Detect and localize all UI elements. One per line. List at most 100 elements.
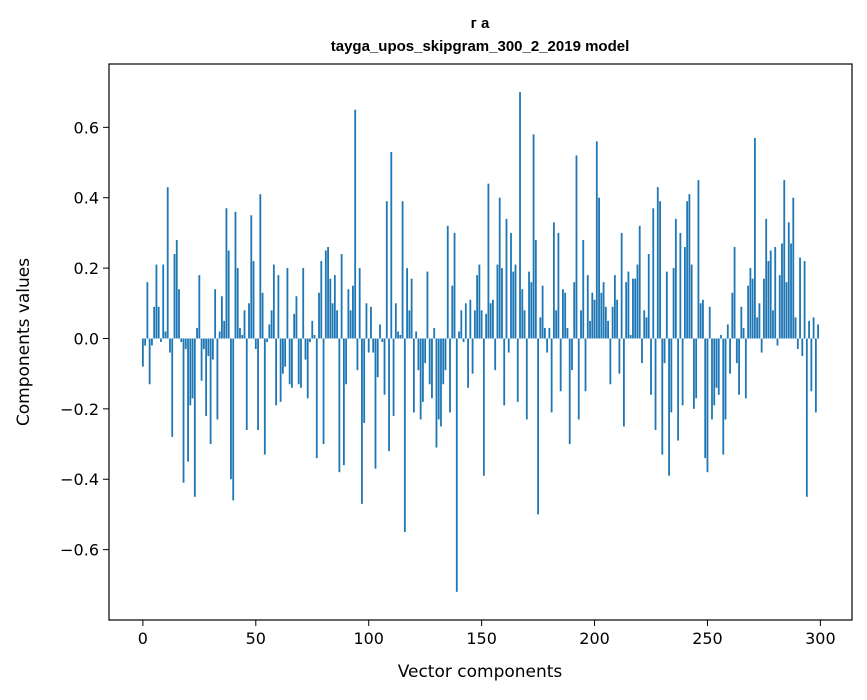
bar-component-25 <box>198 275 201 339</box>
chart-title-line-1: г а <box>471 15 490 32</box>
bar-component-61 <box>279 338 282 402</box>
bar-component-191 <box>573 282 576 339</box>
bar-component-216 <box>629 334 632 339</box>
bar-component-161 <box>505 218 508 339</box>
bar-component-285 <box>785 282 788 339</box>
bar-component-294 <box>805 338 808 497</box>
bar-component-148 <box>476 275 479 339</box>
bar-component-13 <box>171 338 174 438</box>
bar-component-121 <box>415 331 418 339</box>
bar-component-230 <box>661 338 664 455</box>
bar-component-99 <box>365 303 368 339</box>
bar-component-98 <box>363 338 366 423</box>
bar-component-223 <box>645 317 648 339</box>
bar-component-56 <box>268 324 271 339</box>
bar-component-72 <box>304 338 307 360</box>
bar-component-106 <box>381 338 384 342</box>
bar-component-213 <box>623 338 625 427</box>
x-tick-label: 300 <box>805 629 836 648</box>
bar-component-129 <box>433 327 436 339</box>
bar-component-238 <box>679 232 682 339</box>
bar-component-203 <box>600 292 603 339</box>
bar-component-62 <box>281 338 284 374</box>
bar-component-74 <box>309 338 311 342</box>
bar-component-289 <box>794 317 797 339</box>
bar-component-173 <box>532 134 535 339</box>
bar-component-193 <box>577 338 580 420</box>
bar-component-43 <box>239 327 241 339</box>
bar-component-37 <box>225 208 228 339</box>
bar-component-49 <box>252 261 255 339</box>
bar-component-202 <box>598 197 600 339</box>
y-axis-label: Components values <box>14 258 34 426</box>
bar-component-172 <box>530 282 533 339</box>
bar-component-209 <box>613 275 616 339</box>
bar-component-77 <box>315 338 318 459</box>
bar-component-90 <box>345 338 348 385</box>
bar-component-160 <box>503 338 506 406</box>
bar-component-48 <box>250 215 253 339</box>
bar-component-18 <box>182 338 185 483</box>
bar-component-5 <box>153 306 156 339</box>
bar-component-3 <box>148 338 151 385</box>
y-tick-label: 0.6 <box>74 118 99 137</box>
bar-component-92 <box>349 310 352 339</box>
bar-component-94 <box>354 109 357 339</box>
bar-component-149 <box>478 264 481 339</box>
bar-component-80 <box>322 338 325 445</box>
bar-component-82 <box>327 246 329 339</box>
bar-component-211 <box>618 338 621 374</box>
bar-component-295 <box>808 320 810 339</box>
bar-component-64 <box>286 268 289 339</box>
bar-component-139 <box>455 338 458 592</box>
bar-component-138 <box>453 232 456 339</box>
bar-component-30 <box>209 338 212 445</box>
bar-component-8 <box>160 338 162 342</box>
bar-component-240 <box>683 246 686 339</box>
bar-component-297 <box>812 317 815 339</box>
bar-component-144 <box>467 338 469 388</box>
bar-component-29 <box>207 338 210 357</box>
bar-component-247 <box>699 303 702 339</box>
bar-component-115 <box>401 201 404 339</box>
bar-component-0 <box>141 338 144 367</box>
plot-frame <box>108 63 853 621</box>
bar-component-51 <box>257 338 259 430</box>
bar-component-154 <box>489 303 492 339</box>
bar-component-58 <box>272 264 275 339</box>
bar-component-236 <box>674 218 677 339</box>
x-axis-ticks: 0 50 100 150 200 250 300 <box>138 620 836 648</box>
bar-component-6 <box>155 264 158 339</box>
bar-component-96 <box>358 268 361 339</box>
bar-component-155 <box>492 299 494 339</box>
bar-component-290 <box>796 338 799 350</box>
bar-component-257 <box>722 338 725 455</box>
bar-component-259 <box>726 324 729 339</box>
bar-component-177 <box>541 285 544 339</box>
bar-component-283 <box>781 243 783 339</box>
bar-component-97 <box>361 338 363 504</box>
bar-component-221 <box>641 338 643 364</box>
bar-component-55 <box>266 338 268 342</box>
bar-component-185 <box>559 338 562 392</box>
bar-component-2 <box>146 282 149 339</box>
bar-component-270 <box>751 278 754 339</box>
bar-component-10 <box>164 331 167 339</box>
bar-component-187 <box>564 292 567 339</box>
bar-component-145 <box>469 299 472 339</box>
bar-component-101 <box>370 306 372 339</box>
bar-component-171 <box>528 271 530 339</box>
bar-component-255 <box>717 338 720 395</box>
y-tick-label: 0.4 <box>74 189 99 208</box>
bar-component-128 <box>431 338 433 399</box>
bar-component-174 <box>534 239 537 339</box>
bar-component-170 <box>525 338 528 420</box>
bar-component-293 <box>803 261 806 339</box>
bar-component-256 <box>720 334 722 339</box>
bar-component-217 <box>632 278 634 339</box>
bar-component-60 <box>277 275 280 339</box>
bar-component-15 <box>175 239 178 339</box>
bar-component-229 <box>659 201 661 339</box>
bar-component-277 <box>767 261 770 339</box>
bar-component-282 <box>778 275 781 339</box>
